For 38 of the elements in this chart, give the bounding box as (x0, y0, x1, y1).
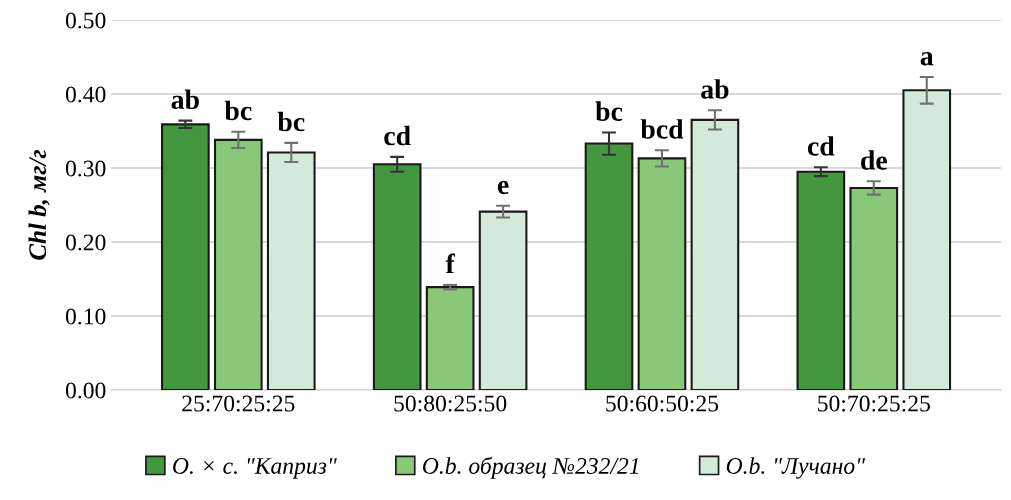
y-tick-label: 0.40 (65, 86, 106, 103)
x-tick-label: 25:70:25:25 (182, 395, 295, 412)
bar (266, 151, 316, 390)
data-label: cd (807, 136, 835, 156)
data-label: bcd (640, 119, 684, 139)
bar (584, 142, 634, 390)
data-label: e (497, 180, 509, 195)
bar (796, 170, 846, 390)
y-tick-label: 0.30 (65, 160, 106, 177)
legend-label: O.b. "Лучано" (726, 457, 866, 479)
data-label: f (445, 253, 456, 274)
x-tick-label: 50:60:50:25 (606, 395, 719, 412)
data-label: ab (701, 79, 729, 99)
bar (690, 118, 740, 390)
legend-label: O.b. образец №232/21 (423, 456, 639, 479)
bar (213, 138, 263, 390)
data-label: bc (277, 111, 305, 132)
data-label: a (920, 52, 934, 66)
bar (478, 210, 528, 390)
legend-label: O. × c. "Каприз" (173, 458, 337, 479)
data-label: bc (224, 100, 252, 121)
y-tick-label: 0.00 (65, 382, 106, 399)
x-tick-label: 50:80:25:50 (394, 395, 507, 412)
data-label: bc (595, 101, 623, 121)
bar (849, 186, 899, 390)
bar (372, 163, 422, 390)
data-label: cd (384, 125, 411, 146)
x-tick-label: 50:70:25:25 (818, 395, 930, 412)
bar (161, 123, 210, 390)
y-axis-title: Chl b, мг/г (28, 149, 50, 260)
y-tick-label: 0.10 (65, 308, 106, 325)
bar (425, 286, 475, 390)
y-tick-label: 0.20 (65, 234, 106, 251)
data-label: ab (171, 89, 199, 110)
bar (902, 89, 952, 390)
y-tick-label: 0.50 (65, 12, 106, 29)
data-label: de (861, 150, 887, 170)
bar (637, 157, 687, 390)
